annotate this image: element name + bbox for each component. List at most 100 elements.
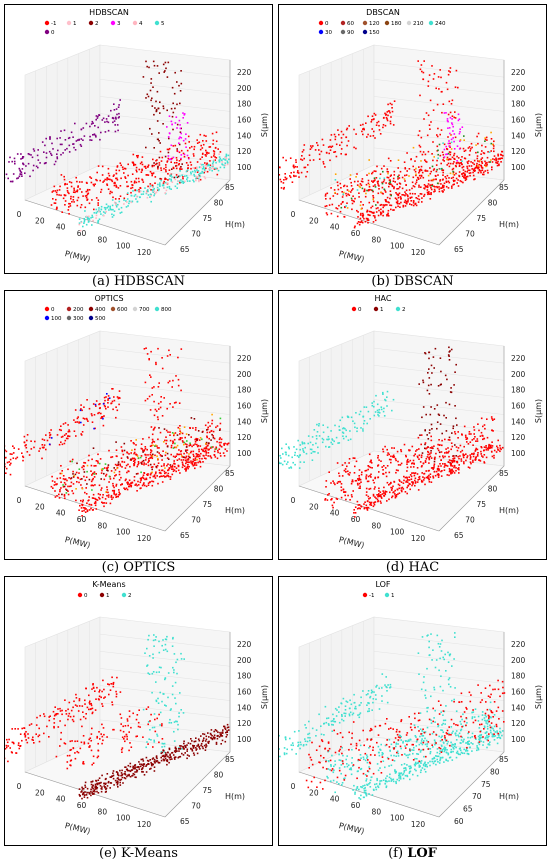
scatter-point [78, 181, 81, 183]
scatter-point [73, 146, 75, 149]
scatter-point [25, 446, 28, 449]
scatter-point [338, 442, 341, 444]
scatter-point [176, 176, 179, 179]
scatter-point [451, 445, 454, 448]
scatter-point [56, 434, 59, 436]
scatter-point [203, 176, 206, 178]
scatter-point [419, 177, 422, 179]
scatter-point [178, 180, 181, 182]
scatter-point [440, 91, 443, 93]
scatter-point [335, 143, 338, 146]
scatter-point [345, 136, 347, 139]
scatter-point [45, 152, 48, 154]
scatter-point [404, 174, 406, 177]
scatter-point [162, 639, 164, 641]
scatter-point [161, 742, 164, 745]
scatter-point [360, 184, 363, 187]
scatter-point [445, 145, 447, 148]
scatter-point [94, 403, 97, 406]
scatter-point [90, 783, 93, 786]
scatter-point [131, 200, 134, 203]
scatter-point [457, 157, 460, 159]
scatter-point [355, 479, 358, 482]
scatter-point [184, 436, 186, 439]
scatter-point [358, 477, 361, 479]
cluster-0 [353, 150, 504, 229]
scatter-point [414, 481, 417, 483]
scatter-point [89, 176, 91, 178]
scatter-point [431, 446, 433, 448]
scatter-point [378, 129, 381, 131]
scatter-point [66, 479, 68, 482]
x-tick-label: 80 [372, 521, 382, 530]
scatter-point [433, 466, 435, 469]
scatter-point [279, 166, 281, 169]
y-tick-label: 65 [180, 817, 190, 826]
scatter-point [186, 149, 189, 152]
scatter-point [5, 748, 7, 750]
scatter-point [149, 374, 151, 376]
scatter-point [80, 138, 83, 140]
scatter-point [170, 446, 173, 449]
scatter-point [334, 191, 336, 194]
scatter-point [450, 448, 452, 451]
legend-label: 700 [139, 307, 150, 313]
scatter-point [465, 459, 467, 462]
scatter-point [376, 498, 379, 501]
scatter-point [493, 418, 496, 420]
scatter-point [187, 463, 189, 466]
scatter-point [175, 375, 177, 377]
scatter-point [448, 459, 451, 461]
legend-marker [44, 29, 50, 35]
scatter-point [331, 203, 334, 206]
scatter-point [179, 450, 182, 453]
scatter-point [101, 774, 103, 777]
scatter-point [175, 720, 177, 723]
scatter-point [105, 207, 107, 209]
scatter-point [55, 713, 57, 716]
scatter-point [444, 452, 446, 454]
scatter-point [96, 786, 99, 789]
scatter-point [183, 465, 186, 467]
scatter-point [67, 718, 69, 721]
scatter-point [466, 167, 469, 169]
scatter-point [185, 462, 187, 465]
grid-line [99, 113, 231, 129]
scatter-point [186, 440, 188, 442]
scatter-point [153, 741, 156, 743]
z-tick-label: 180 [511, 100, 526, 109]
scatter-point [434, 456, 436, 459]
scatter-point [322, 424, 324, 426]
scatter-point [136, 156, 139, 159]
scatter-point [29, 175, 31, 178]
scatter-point [488, 151, 491, 153]
scatter-point [200, 166, 202, 168]
scatter-point [88, 215, 90, 218]
scatter-point [182, 182, 185, 184]
scatter-point [440, 162, 442, 165]
scatter-point [447, 142, 450, 145]
grid-line [373, 61, 505, 78]
scatter-point [136, 484, 138, 487]
scatter-point [456, 182, 458, 184]
scatter-point [480, 446, 482, 448]
scatter-point [136, 465, 138, 468]
x-tick-label: 120 [137, 820, 152, 829]
scatter-point [422, 78, 424, 80]
scatter-point [113, 491, 115, 493]
scatter-point [448, 158, 451, 160]
scatter-point [355, 176, 357, 178]
scatter-point [56, 477, 59, 480]
scatter-point [187, 455, 190, 458]
scatter-point [5, 746, 8, 749]
scatter-point [147, 763, 149, 765]
scatter-point [80, 499, 82, 502]
scatter-point [340, 187, 342, 189]
scatter-point [473, 426, 475, 428]
scatter-point [116, 396, 119, 398]
scatter-point [224, 442, 226, 445]
scatter-point [450, 469, 452, 471]
scatter-point [150, 78, 153, 80]
scatter-point [446, 118, 449, 120]
scatter-point [449, 142, 451, 145]
